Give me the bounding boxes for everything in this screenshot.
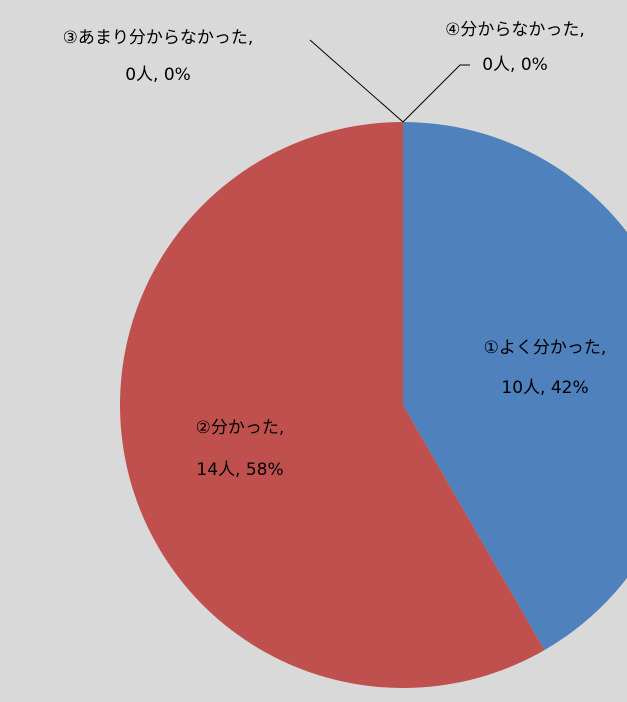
data-label: 0人, 0%: [482, 55, 548, 75]
separator: ,: [579, 20, 584, 40]
category-label: ②分かった: [196, 418, 279, 438]
value-label: 0人: [482, 55, 510, 75]
percentage-label: 42%: [551, 378, 589, 398]
leader-line: [402, 64, 470, 123]
slice: [403, 122, 627, 651]
separator: ,: [540, 378, 551, 398]
category-label: ③あまり分からなかった: [63, 28, 248, 48]
category-label: ④分からなかった: [445, 20, 579, 40]
data-label: ②分かった,: [196, 418, 285, 438]
data-label: ③あまり分からなかった,: [63, 28, 254, 48]
separator: ,: [248, 28, 253, 48]
data-label: 0人, 0%: [125, 65, 191, 85]
data-label: 10人, 42%: [501, 378, 588, 398]
value-label: 14人: [196, 460, 235, 480]
data-label: ①よく分かった,: [484, 338, 607, 358]
value-label: 10人: [501, 378, 540, 398]
percentage-label: 0%: [521, 55, 548, 75]
percentage-label: 0%: [164, 65, 191, 85]
data-label: ④分からなかった,: [445, 20, 585, 40]
percentage-label: 58%: [246, 460, 284, 480]
separator: ,: [510, 55, 521, 75]
labels: ①よく分かった, 10人, 42% ②分かった, 14人, 58% ③あまり分からな…: [63, 20, 607, 480]
leader-line: [309, 39, 404, 123]
category-label: ①よく分かった: [484, 338, 601, 358]
separator: ,: [153, 65, 164, 85]
slice: [119, 122, 545, 688]
separator: ,: [235, 460, 246, 480]
data-label: 14人, 58%: [196, 460, 283, 480]
separator: ,: [601, 338, 606, 358]
separator: ,: [279, 418, 284, 438]
slices: [119, 122, 627, 688]
value-label: 0人: [125, 65, 153, 85]
